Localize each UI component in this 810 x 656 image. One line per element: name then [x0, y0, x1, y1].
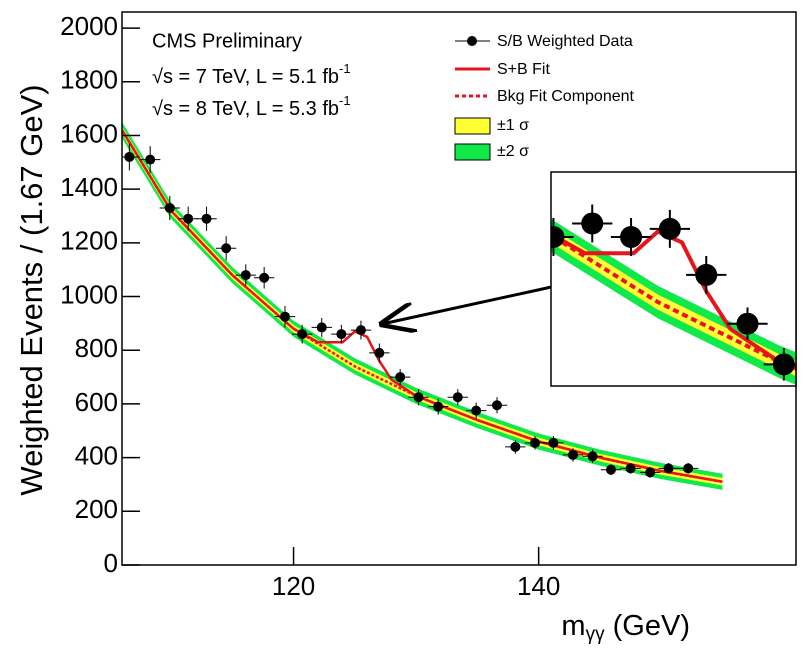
annotation: √s = 7 TeV, L = 5.1 fb-1 — [152, 61, 351, 88]
y-tick-label: 600 — [75, 387, 118, 417]
y-axis-label: Weighted Events / (1.67 GeV) — [14, 84, 49, 495]
data-point — [317, 0, 339, 15]
data-point — [183, 213, 194, 224]
data-point — [201, 213, 212, 224]
data-point — [433, 401, 444, 412]
fit-line — [551, 229, 796, 371]
data-point — [259, 272, 270, 283]
y-tick-label: 2000 — [60, 11, 118, 41]
legend-swatch — [454, 143, 491, 161]
data-point — [645, 467, 656, 478]
data-point — [567, 449, 578, 460]
data-point — [374, 347, 385, 358]
data-point — [279, 311, 290, 322]
data-point — [620, 226, 643, 249]
data-point — [164, 202, 175, 213]
data-point — [491, 400, 502, 411]
data-point — [431, 107, 453, 129]
data-point — [548, 437, 559, 448]
data-point — [221, 243, 232, 254]
y-tick-label: 800 — [75, 333, 118, 363]
data-point — [510, 441, 521, 452]
data-point — [551, 226, 565, 249]
y-tick-label: 400 — [75, 440, 118, 470]
data-point — [413, 392, 424, 403]
data-point — [353, 0, 375, 15]
data-point — [392, 53, 414, 75]
data-point — [581, 212, 604, 235]
y-tick-label: 1600 — [60, 118, 118, 148]
x-tick-label: 140 — [517, 571, 560, 601]
y-tick-label: 200 — [75, 494, 118, 524]
data-point — [124, 151, 135, 162]
data-point — [587, 451, 598, 462]
fit-line — [122, 129, 723, 484]
inset-plot — [317, 0, 796, 385]
data-point — [772, 353, 795, 376]
arrow — [382, 284, 557, 324]
data-point — [355, 325, 366, 336]
legend-label: S+B Fit — [497, 61, 550, 78]
y-tick-label: 1400 — [60, 172, 118, 202]
y-tick-label: 1800 — [60, 65, 118, 95]
legend: S/B Weighted Data S+B Fit Bkg Fit Compon… — [454, 33, 635, 161]
inset-frame — [550, 171, 797, 387]
data-point — [663, 463, 674, 474]
data-point — [145, 154, 156, 165]
legend-marker — [467, 36, 477, 46]
annotation: √s = 8 TeV, L = 5.3 fb-1 — [152, 93, 351, 120]
data-point — [529, 437, 540, 448]
data-point — [452, 392, 463, 403]
chart-title: CMS Preliminary — [152, 30, 302, 52]
x-tick-label: 120 — [272, 571, 315, 601]
data-point — [395, 372, 406, 383]
legend-swatch — [454, 117, 491, 135]
data-point — [240, 270, 251, 281]
data-point — [658, 217, 681, 240]
legend-label: S/B Weighted Data — [497, 33, 633, 50]
data-point — [683, 463, 694, 474]
data-point — [336, 329, 347, 340]
data-point — [605, 464, 616, 475]
y-tick-label: 1000 — [60, 279, 118, 309]
data-point — [625, 463, 636, 474]
y-tick-label: 1200 — [60, 226, 118, 256]
legend-label: ±2 σ — [497, 143, 529, 160]
legend-label: ±1 σ — [497, 117, 529, 134]
error-band — [551, 227, 796, 377]
y-tick-label: 0 — [104, 548, 118, 578]
data-point — [471, 405, 482, 416]
data-point — [508, 191, 530, 213]
x-axis-label: mγγ (GeV) — [561, 610, 690, 645]
data-point — [695, 263, 718, 286]
data-point — [736, 312, 759, 335]
plot-area — [122, 122, 723, 490]
data-point — [316, 322, 327, 333]
legend-label: Bkg Fit Component — [497, 88, 635, 105]
data-point — [297, 329, 308, 340]
